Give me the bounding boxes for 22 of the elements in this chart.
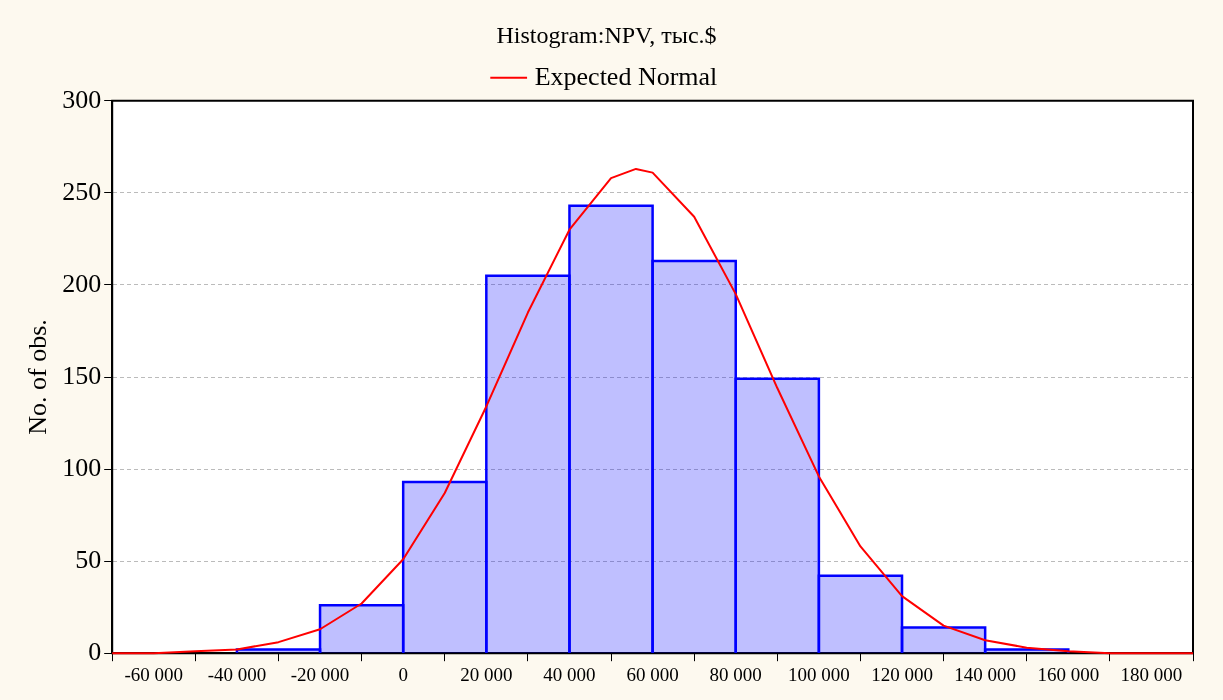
x-tick-label: 160 000 [1037, 663, 1100, 685]
x-tick-label: 60 000 [626, 663, 679, 685]
legend-label: Expected Normal [534, 61, 718, 91]
x-tick-label: 140 000 [954, 663, 1017, 685]
y-tick-label: 100 [62, 452, 102, 482]
x-tick-label: 20 000 [460, 663, 513, 685]
x-tick-label: 180 000 [1120, 663, 1183, 685]
y-tick-label: 250 [62, 176, 102, 206]
chart-title: Histogram:NPV, тыс.$ [496, 21, 717, 48]
x-tick-label: 100 000 [788, 663, 850, 685]
x-tick-label: 120 000 [871, 663, 933, 685]
y-tick-label: 50 [75, 544, 102, 574]
x-tick-label: 80 000 [709, 663, 762, 685]
y-tick-label: 200 [62, 268, 102, 298]
y-tick-label: 300 [62, 84, 102, 114]
y-axis-title: No. of obs. [23, 319, 53, 435]
y-tick-label: 150 [62, 360, 102, 390]
x-tick-label: 0 [398, 663, 408, 685]
x-tick-label: -20 000 [290, 663, 350, 685]
x-tick-label: -60 000 [124, 663, 184, 685]
x-tick-label: 40 000 [543, 663, 596, 685]
x-tick-label: -40 000 [207, 663, 267, 685]
